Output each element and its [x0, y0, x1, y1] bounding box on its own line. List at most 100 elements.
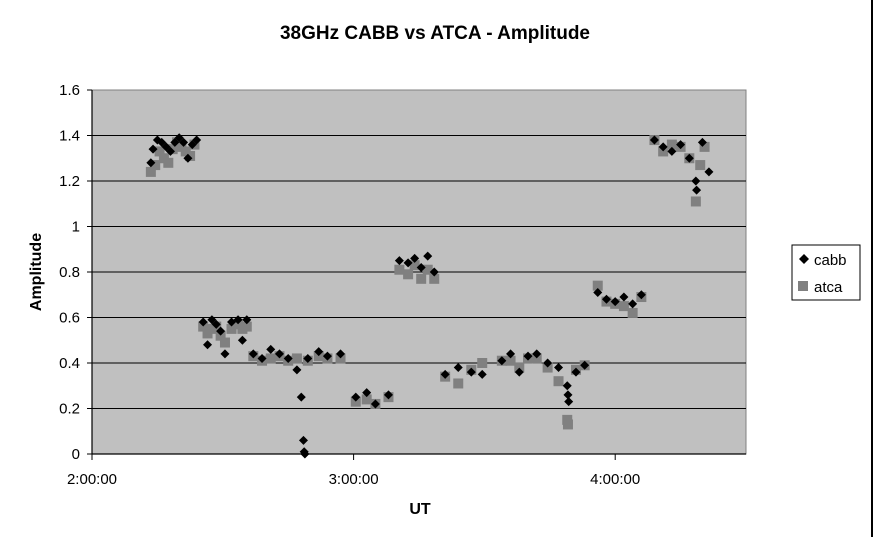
point-atca [562, 419, 573, 430]
y-tick-label: 1.2 [59, 173, 80, 190]
point-atca [403, 269, 414, 280]
point-cabb [506, 349, 516, 359]
point-atca [145, 166, 156, 177]
point-atca [505, 355, 516, 366]
point-atca [553, 376, 564, 387]
y-tick-label: 1 [72, 219, 80, 236]
point-cabb [314, 347, 324, 357]
x-axis-label: UT [409, 501, 431, 518]
y-tick-label: 0.6 [59, 310, 80, 327]
point-atca [291, 353, 302, 364]
point-cabb [403, 258, 413, 268]
point-cabb [248, 349, 258, 359]
y-tick-label: 0.4 [59, 355, 80, 372]
point-cabb [636, 290, 646, 300]
point-atca [154, 146, 165, 157]
point-cabb [580, 360, 590, 370]
point-atca [226, 323, 237, 334]
point-cabb [601, 294, 611, 304]
series-cabb [146, 133, 714, 459]
point-cabb [440, 369, 450, 379]
point-cabb [543, 358, 553, 368]
point-atca [215, 330, 226, 341]
point-atca [658, 146, 669, 157]
point-atca [618, 301, 629, 312]
point-cabb [233, 315, 243, 325]
point-cabb [370, 399, 380, 409]
point-atca [695, 160, 706, 171]
y-tick-label: 1.4 [59, 128, 80, 145]
axes [87, 89, 746, 460]
point-cabb [429, 267, 439, 277]
legend-label-cabb: cabb [814, 252, 847, 269]
point-cabb [336, 349, 346, 359]
point-atca [542, 362, 553, 373]
legend-marker-cabb [799, 254, 809, 264]
point-cabb [563, 390, 573, 400]
point-cabb [283, 353, 293, 363]
y-tick-label: 0.2 [59, 401, 80, 418]
point-cabb [266, 344, 276, 354]
point-atca [477, 358, 488, 368]
point-atca [163, 157, 174, 168]
point-cabb [257, 353, 267, 363]
point-atca [531, 353, 542, 364]
point-cabb [497, 356, 507, 366]
point-cabb [532, 349, 542, 359]
point-atca [241, 321, 252, 332]
point-atca [409, 260, 420, 271]
point-cabb [667, 146, 677, 156]
point-atca [198, 321, 209, 332]
point-cabb [619, 292, 629, 302]
point-cabb [237, 335, 247, 345]
point-cabb [658, 142, 668, 152]
point-cabb [416, 262, 426, 272]
point-atca [313, 351, 324, 362]
point-cabb [296, 392, 306, 402]
point-cabb [220, 349, 230, 359]
point-atca [265, 353, 276, 364]
point-cabb [564, 397, 574, 407]
grid-lines [92, 135, 746, 409]
point-atca [416, 273, 427, 284]
point-cabb [211, 319, 221, 329]
x-tick-label: 3:00:00 [329, 471, 379, 488]
point-atca [690, 196, 701, 207]
y-tick-label: 0 [72, 446, 80, 463]
point-cabb [466, 367, 476, 377]
point-cabb [691, 176, 701, 186]
point-cabb [198, 317, 208, 327]
point-atca [150, 160, 161, 171]
point-cabb [593, 287, 603, 297]
legend-marker-atca [798, 281, 808, 291]
point-cabb [676, 140, 686, 150]
y-tick-label: 1.6 [59, 82, 80, 99]
point-cabb [292, 365, 302, 375]
point-cabb [610, 297, 620, 307]
point-cabb [322, 351, 332, 361]
chart-title: 38GHz CABB vs ATCA - Amplitude [280, 23, 590, 44]
legend: cabb atca [791, 244, 861, 301]
point-cabb [477, 369, 487, 379]
point-cabb [562, 381, 572, 391]
point-cabb [179, 137, 189, 147]
point-cabb [514, 367, 524, 377]
point-cabb [274, 349, 284, 359]
point-atca [429, 273, 440, 284]
point-cabb [649, 135, 659, 145]
point-cabb [146, 158, 156, 168]
point-cabb [216, 326, 226, 336]
point-cabb [523, 351, 533, 361]
point-atca [350, 396, 361, 407]
point-atca [592, 280, 603, 291]
point-atca [514, 362, 525, 373]
point-cabb [692, 185, 702, 195]
point-cabb [571, 367, 581, 377]
x-tick-labels: 2:00:00 3:00:00 4:00:00 [67, 471, 640, 488]
point-cabb [351, 392, 361, 402]
point-cabb [410, 253, 420, 263]
point-cabb [453, 363, 463, 373]
point-cabb [394, 256, 404, 266]
point-atca [666, 139, 677, 150]
